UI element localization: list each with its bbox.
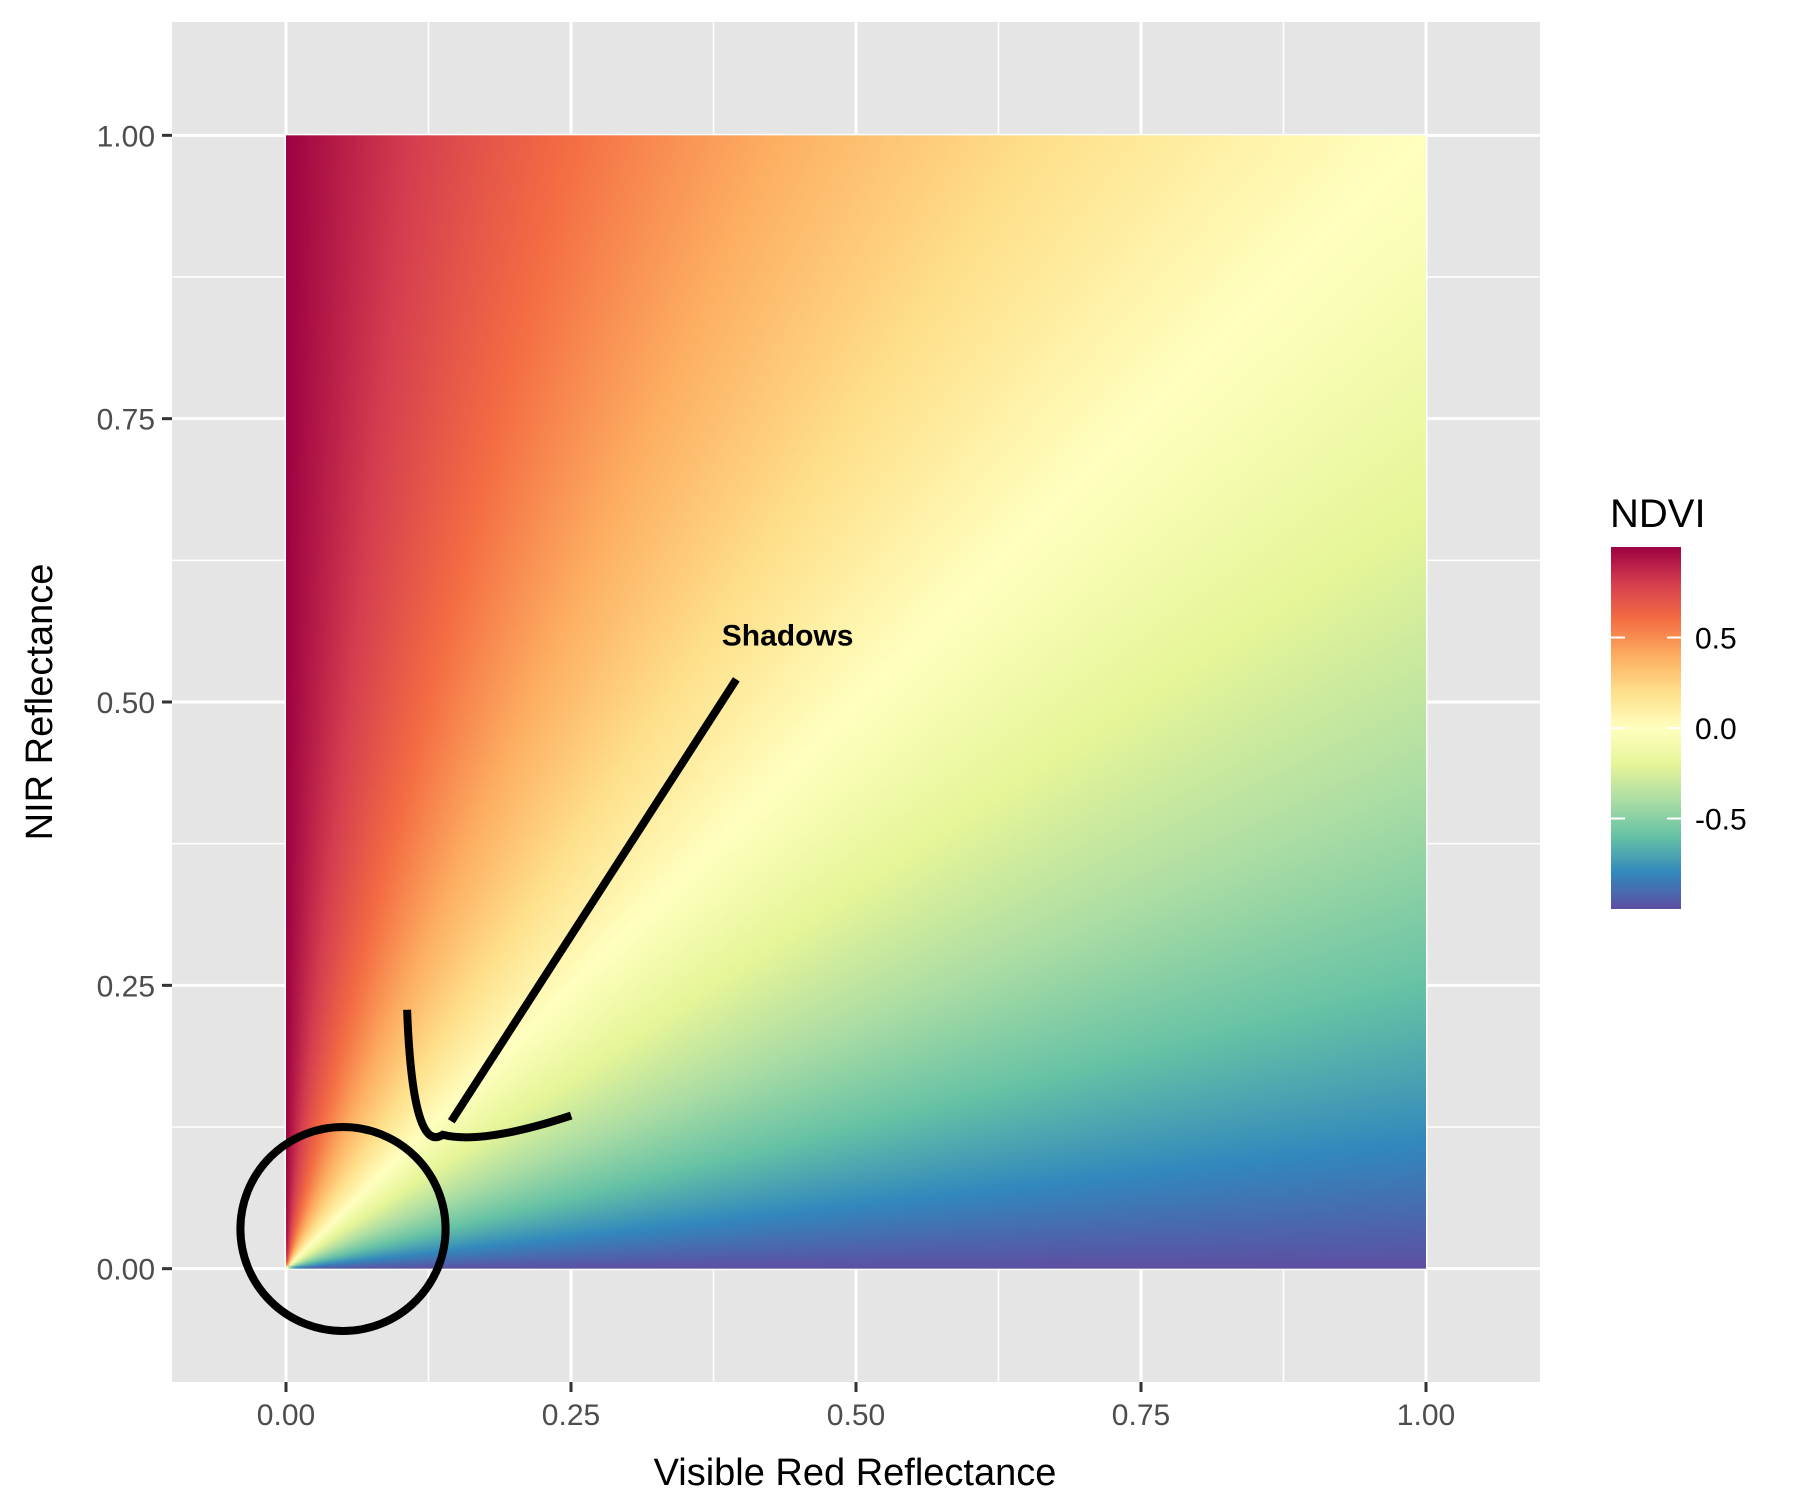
annotation-arrow-head [403,1009,573,1142]
x-axis-title: Visible Red Reflectance [654,1452,1057,1494]
heatmap-fill [286,135,1426,1269]
legend-tick-label: 0.5 [1695,623,1737,656]
x-tick-label: 0.00 [257,1399,315,1432]
legend-tick-label: -0.5 [1695,804,1747,837]
annotation-shadows: Shadows [722,619,854,652]
legend-title: NDVI [1610,492,1706,536]
axis-ticks: 0.00 0.25 0.50 0.75 1.00 0.00 0.25 0.50 0.75 1.00 [97,120,1456,1432]
y-axis-title: NIR Reflectance [19,564,61,841]
y-tick-label: 0.50 [97,687,155,720]
y-tick-label: 0.00 [97,1254,155,1287]
annotation-arrow-shaft [447,677,740,1124]
x-tick-label: 0.25 [542,1399,600,1432]
y-tick-label: 0.25 [97,970,155,1003]
annotations: Shadows [236,619,854,1335]
legend-tick-label: 0.0 [1695,713,1737,746]
x-tick-label: 1.00 [1397,1399,1455,1432]
x-tick-label: 0.50 [827,1399,885,1432]
x-tick-label: 0.75 [1112,1399,1170,1432]
legend: NDVI 0.5 0.0 -0.5 [1610,492,1747,909]
y-tick-label: 0.75 [97,404,155,437]
annotation-circle [236,1123,450,1335]
legend-ticks: 0.5 0.0 -0.5 [1611,623,1747,837]
y-tick-label: 1.00 [97,120,155,153]
